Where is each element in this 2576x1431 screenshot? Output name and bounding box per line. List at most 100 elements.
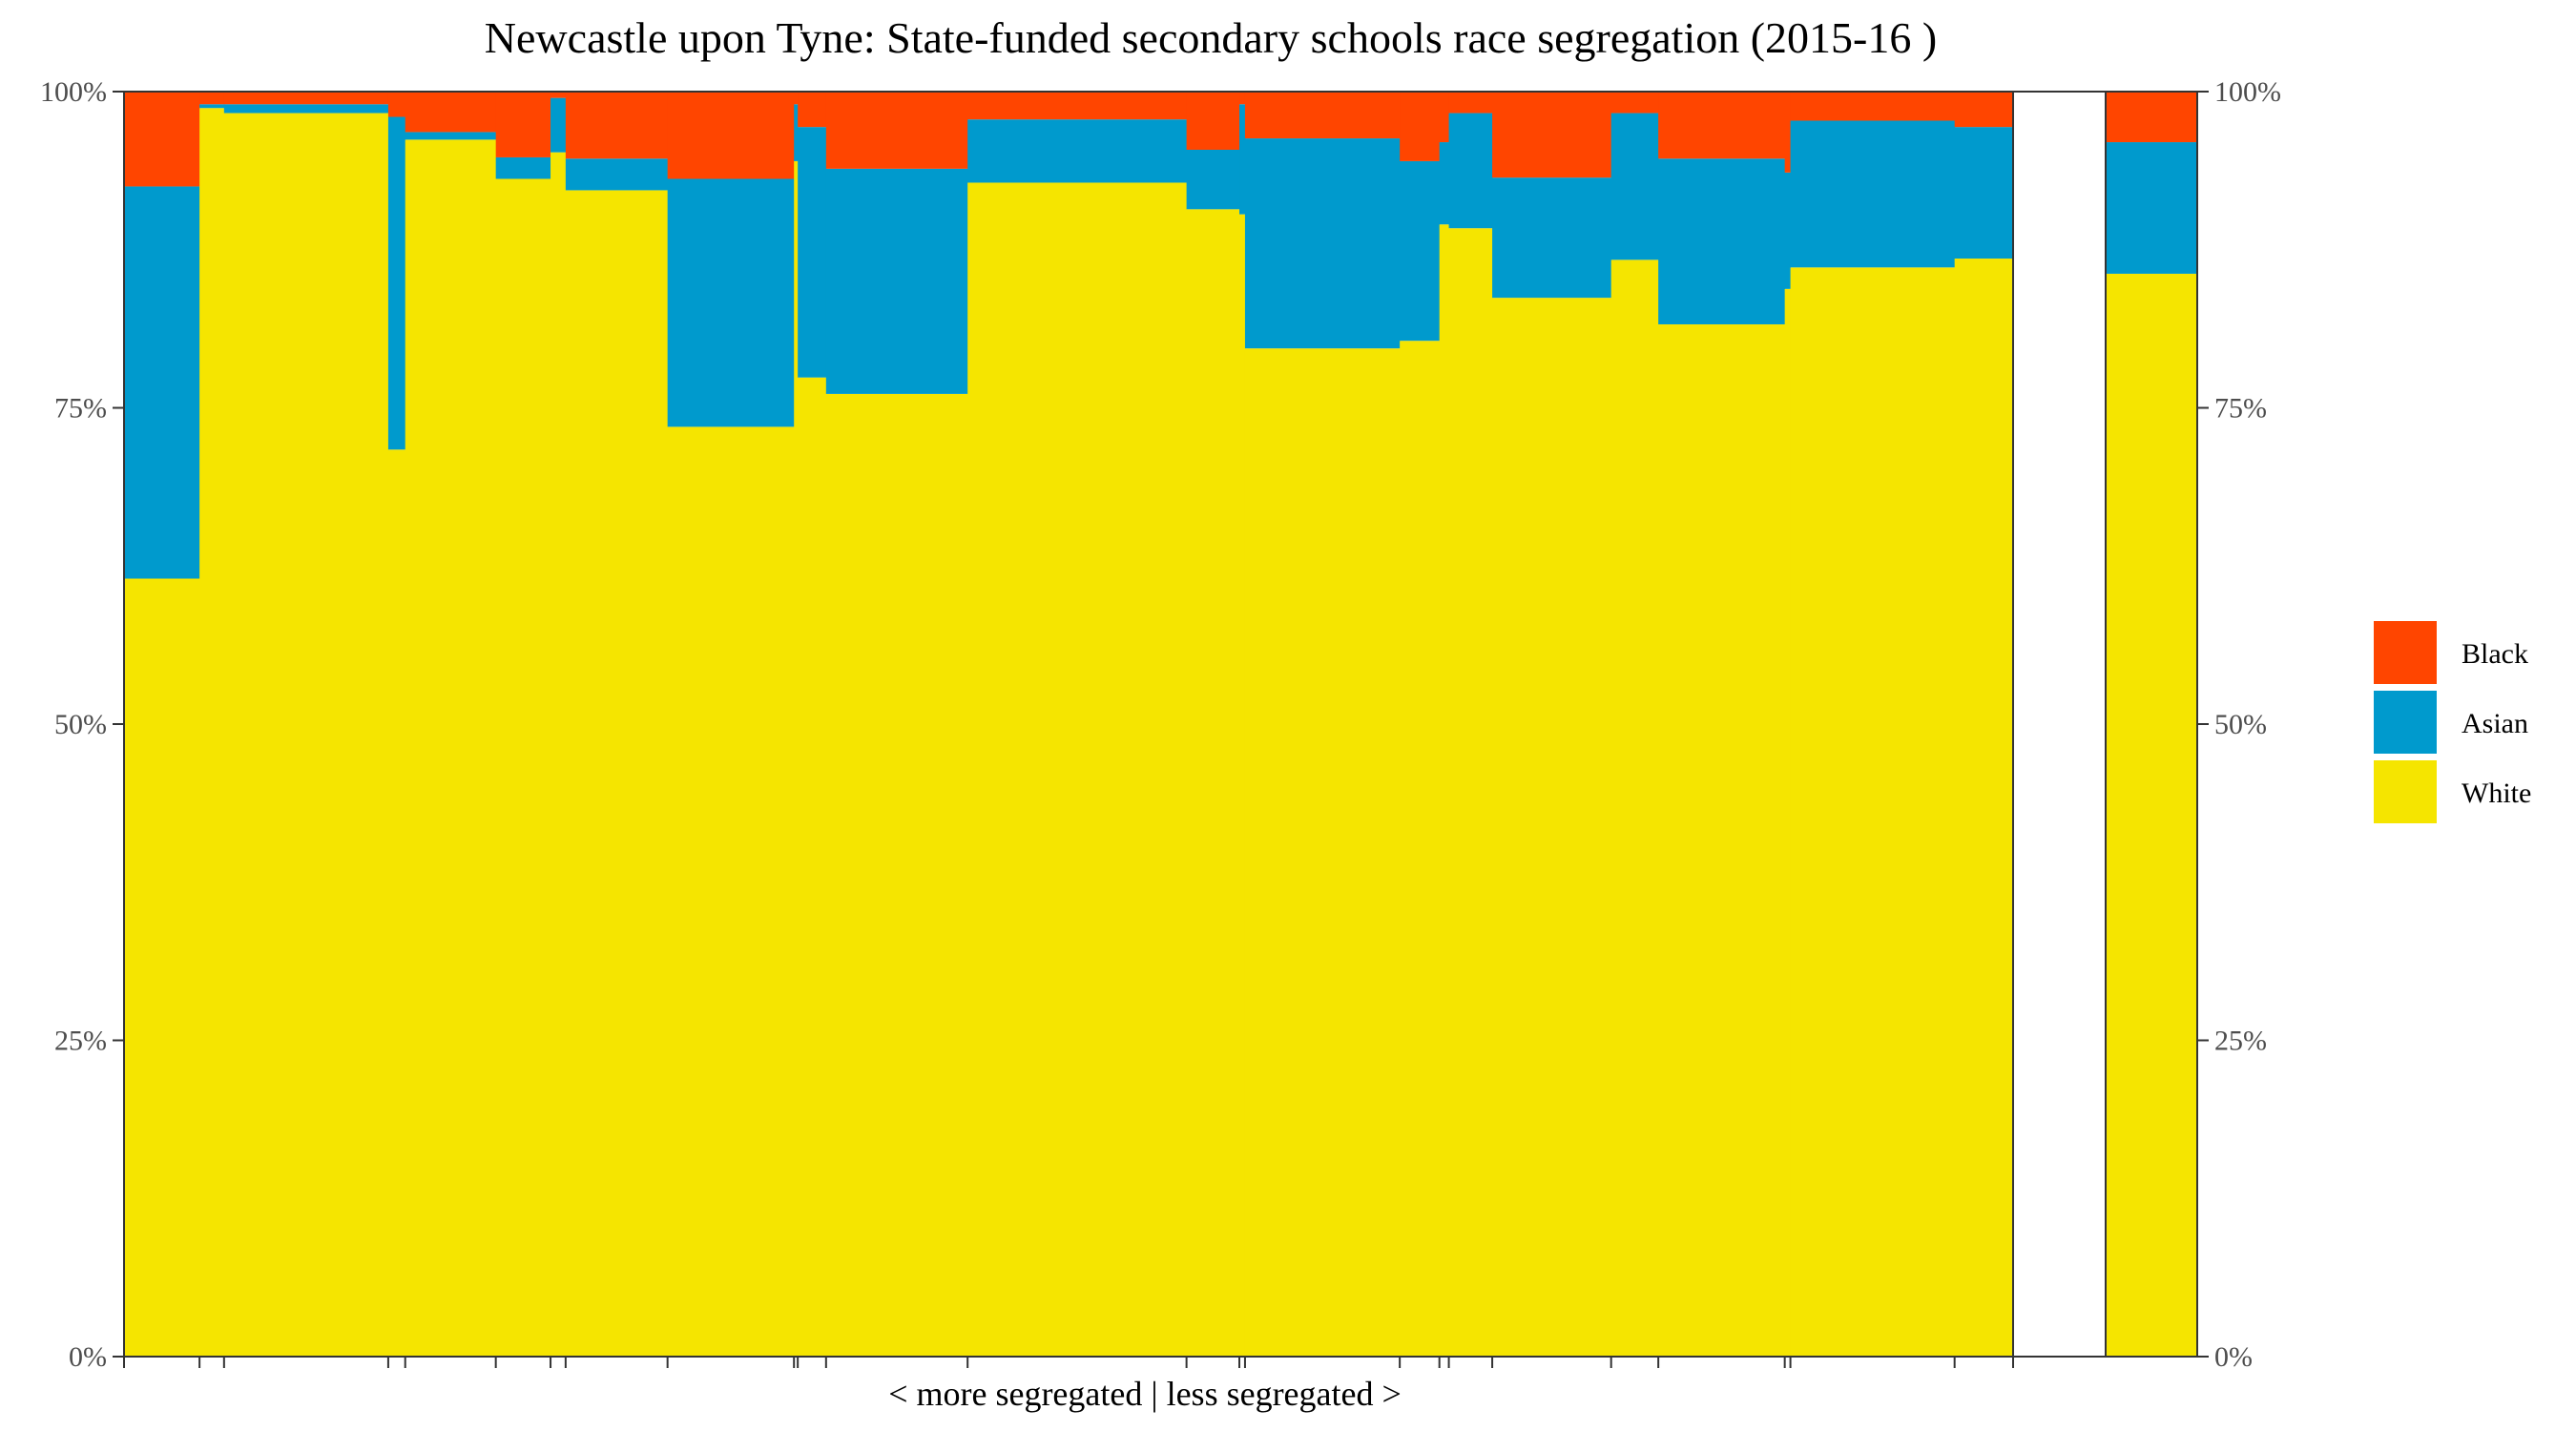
- school-21-black-segment: [1610, 92, 1659, 114]
- panel-gap: [2012, 91, 2107, 1358]
- school-19-white-segment: [1448, 228, 1493, 1357]
- school-5-white-segment: [405, 139, 497, 1358]
- school-5-black-segment: [405, 92, 497, 133]
- school-8-black-segment: [565, 92, 669, 159]
- school-7-black-segment: [551, 92, 567, 98]
- school-4-asian-segment: [387, 116, 406, 450]
- school-4-black-segment: [387, 92, 406, 117]
- school-6-asian-segment: [495, 156, 551, 179]
- school-6-white-segment: [495, 178, 551, 1357]
- y-tick-label-right: 25%: [2214, 1026, 2267, 1057]
- school-10-asian-segment: [794, 104, 799, 161]
- school-17-asian-segment: [1400, 160, 1441, 342]
- school-18-white-segment: [1439, 224, 1450, 1358]
- school-14-black-segment: [1186, 92, 1240, 150]
- school-13-white-segment: [967, 182, 1188, 1357]
- school-19-asian-segment: [1448, 113, 1493, 229]
- y-tick-label-left: 0%: [69, 1341, 107, 1373]
- school-8-white-segment: [565, 190, 669, 1358]
- school-22-white-segment: [1658, 323, 1786, 1357]
- overall-white-segment: [2106, 273, 2197, 1358]
- school-9-white-segment: [667, 426, 795, 1357]
- school-7-asian-segment: [551, 97, 567, 153]
- school-25-black-segment: [1954, 92, 2014, 128]
- y-tick-label-right: 50%: [2214, 709, 2267, 740]
- school-18-black-segment: [1439, 92, 1450, 143]
- school-14-asian-segment: [1186, 149, 1240, 210]
- school-1-black-segment: [124, 92, 200, 187]
- school-11-asian-segment: [798, 127, 827, 378]
- school-5-asian-segment: [405, 132, 497, 140]
- y-tick-label-left: 25%: [54, 1026, 107, 1057]
- y-axis-left: 0% 25% 50% 75% 100%: [40, 76, 124, 1373]
- y-tick-label-right: 100%: [2214, 76, 2281, 108]
- school-6-black-segment: [495, 92, 551, 157]
- y-tick-label-left: 50%: [54, 709, 107, 740]
- y-tick-label-right: 75%: [2214, 393, 2267, 425]
- school-21-white-segment: [1610, 259, 1659, 1357]
- x-axis-label: < more segregated | less segregated >: [888, 1375, 1402, 1413]
- legend: Black Asian White: [2374, 621, 2531, 823]
- school-12-asian-segment: [825, 168, 968, 394]
- school-24-black-segment: [1790, 92, 1956, 121]
- legend-label-black: Black: [2462, 638, 2528, 670]
- school-3-asian-segment: [223, 104, 389, 114]
- legend-swatch-black: [2374, 621, 2437, 684]
- main-bars: [124, 92, 2014, 1358]
- school-13-asian-segment: [967, 119, 1188, 183]
- school-16-black-segment: [1244, 92, 1401, 139]
- overall-black-segment: [2106, 92, 2197, 143]
- school-12-black-segment: [825, 92, 968, 169]
- school-25-asian-segment: [1954, 127, 2014, 259]
- school-4-white-segment: [387, 449, 406, 1357]
- y-tick-label-right: 0%: [2214, 1341, 2253, 1373]
- school-11-black-segment: [798, 92, 827, 128]
- chart-title: Newcastle upon Tyne: State-funded second…: [485, 13, 1937, 62]
- school-7-white-segment: [551, 152, 567, 1358]
- school-11-white-segment: [798, 377, 827, 1357]
- school-17-white-segment: [1400, 341, 1441, 1358]
- x-axis-ticks: [123, 1357, 2014, 1368]
- school-21-asian-segment: [1610, 113, 1659, 260]
- school-24-white-segment: [1790, 267, 1956, 1358]
- school-8-asian-segment: [565, 158, 669, 191]
- legend-label-white: White: [2462, 778, 2531, 809]
- school-15-asian-segment: [1239, 104, 1246, 215]
- school-23-black-segment: [1784, 92, 1792, 173]
- school-22-black-segment: [1658, 92, 1786, 159]
- school-14-white-segment: [1186, 209, 1240, 1357]
- school-3-white-segment: [223, 113, 389, 1358]
- school-1-white-segment: [124, 578, 200, 1357]
- school-2-black-segment: [199, 92, 225, 105]
- school-19-black-segment: [1448, 92, 1493, 114]
- y-axis-right: 0% 25% 50% 75% 100%: [2197, 76, 2281, 1373]
- school-25-white-segment: [1954, 259, 2014, 1358]
- school-24-asian-segment: [1790, 120, 1956, 268]
- legend-swatch-asian: [2374, 691, 2437, 754]
- school-18-asian-segment: [1439, 142, 1450, 225]
- school-10-black-segment: [794, 92, 799, 105]
- school-15-white-segment: [1239, 214, 1246, 1358]
- school-23-asian-segment: [1784, 172, 1792, 289]
- school-10-white-segment: [794, 160, 799, 1358]
- legend-swatch-white: [2374, 760, 2437, 823]
- school-3-black-segment: [223, 92, 389, 105]
- school-2-white-segment: [199, 108, 225, 1357]
- school-13-black-segment: [967, 92, 1188, 120]
- school-22-asian-segment: [1658, 158, 1786, 324]
- y-tick-label-left: 75%: [54, 393, 107, 425]
- school-17-black-segment: [1400, 92, 1441, 161]
- school-20-black-segment: [1492, 92, 1612, 178]
- school-15-black-segment: [1239, 92, 1246, 105]
- school-12-white-segment: [825, 393, 968, 1357]
- school-9-black-segment: [667, 92, 795, 179]
- school-16-asian-segment: [1244, 138, 1401, 349]
- y-tick-label-left: 100%: [40, 76, 107, 108]
- school-16-white-segment: [1244, 348, 1401, 1358]
- school-2-asian-segment: [199, 104, 225, 109]
- school-20-asian-segment: [1492, 177, 1612, 299]
- overall-bar: [2106, 92, 2197, 1358]
- legend-label-asian: Asian: [2462, 708, 2528, 739]
- overall-asian-segment: [2106, 142, 2197, 274]
